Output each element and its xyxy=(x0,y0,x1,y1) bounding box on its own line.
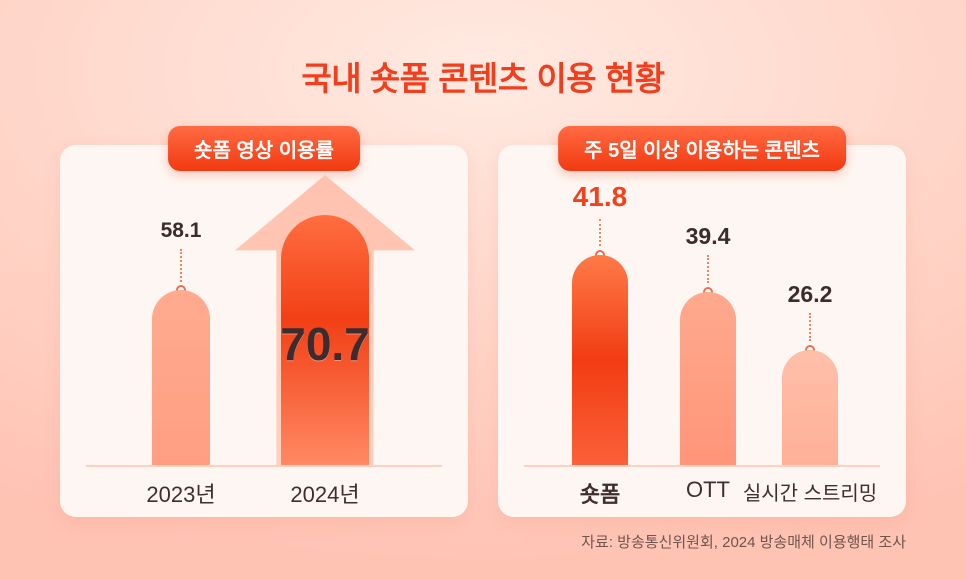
axis-label-ott: OTT xyxy=(686,477,730,502)
bar-value-live-streaming: 26.2 xyxy=(787,281,833,307)
dotted-connector-ott xyxy=(707,255,709,283)
bar-ott xyxy=(680,292,736,465)
bar-value-shorts: 41.8 xyxy=(572,181,628,212)
bar-value-2024: 70.7 xyxy=(280,318,370,370)
bar-value-ott: 39.4 xyxy=(685,223,731,249)
dotted-connector-2023 xyxy=(180,249,182,282)
axis-baseline-right xyxy=(524,465,880,467)
right-chart-badge: 주 5일 이상 이용하는 콘텐츠 xyxy=(558,126,846,171)
right-chart-card: 주 5일 이상 이용하는 콘텐츠 41.8 39.4 26.2 숏폼 OTT 실… xyxy=(498,126,906,517)
axis-label-shorts: 숏폼 xyxy=(579,482,621,507)
source-citation: 자료: 방송통신위원회, 2024 방송매체 이용행태 조사 xyxy=(581,534,906,551)
bar-live-streaming xyxy=(782,350,838,465)
axis-label-2023: 2023년 xyxy=(146,482,216,507)
page-title: 국내 숏폼 콘텐츠 이용 현황 xyxy=(301,60,665,97)
bar-value-2023: 58.1 xyxy=(160,219,202,242)
axis-baseline-left xyxy=(86,465,442,467)
dotted-connector-shorts xyxy=(599,219,601,246)
bar-2023 xyxy=(152,290,210,465)
axis-label-live-streaming: 실시간 스트리밍 xyxy=(742,483,878,505)
left-chart-card: 숏폼 영상 이용률 58.1 70.7 2023년 2024년 xyxy=(60,126,468,517)
dotted-connector-live-streaming xyxy=(809,313,811,341)
left-chart-badge: 숏폼 영상 이용률 xyxy=(168,126,360,171)
bar-2024 xyxy=(281,215,369,465)
bar-shorts xyxy=(572,255,628,465)
axis-label-2024: 2024년 xyxy=(290,482,360,507)
